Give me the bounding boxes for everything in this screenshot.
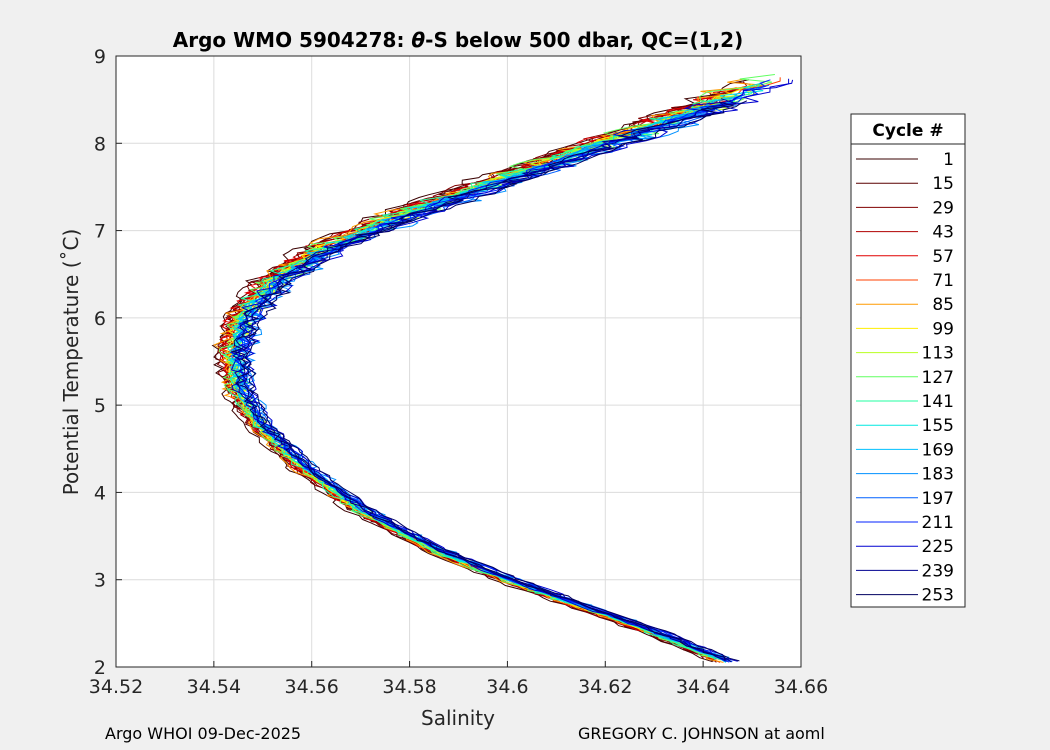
chart-title: Argo WMO 5904278: θ-S below 500 dbar, QC… bbox=[173, 28, 743, 52]
x-tick-label: 34.58 bbox=[382, 676, 436, 698]
y-tick-label: 6 bbox=[94, 308, 106, 330]
legend-label-225: 225 bbox=[922, 537, 954, 557]
legend-label-71: 71 bbox=[932, 271, 954, 291]
legend-title: Cycle # bbox=[872, 121, 943, 141]
legend-box bbox=[850, 113, 966, 608]
legend-entries: 1 15 29 43 57 71 85 99 113 127 141 155 169 183 197 211 2… bbox=[856, 150, 954, 606]
legend-label-15: 15 bbox=[932, 174, 954, 194]
x-tick-label: 34.64 bbox=[676, 676, 730, 698]
legend-label-141: 141 bbox=[922, 392, 954, 412]
x-tick-label: 34.66 bbox=[774, 676, 828, 698]
x-tick-label: 34.6 bbox=[486, 676, 528, 698]
plot-area bbox=[116, 56, 801, 667]
legend-label-29: 29 bbox=[932, 198, 954, 218]
y-axis-label: Potential Temperature (˚C) bbox=[59, 229, 83, 496]
legend: Cycle # 1 15 29 43 57 71 85 99 113 127 141 155 169 18… bbox=[850, 113, 966, 608]
legend-label-169: 169 bbox=[922, 440, 954, 460]
y-tick-label: 8 bbox=[94, 133, 106, 155]
legend-label-155: 155 bbox=[922, 416, 954, 436]
y-tick-labels: 2 3 4 5 6 7 8 9 bbox=[94, 46, 122, 679]
legend-label-57: 57 bbox=[932, 247, 954, 267]
x-tick-labels: 34.52 34.54 34.56 34.58 34.6 34.62 34.64 34.66 bbox=[89, 661, 828, 698]
legend-label-253: 253 bbox=[922, 586, 954, 606]
profile-line bbox=[232, 98, 737, 661]
legend-label-113: 113 bbox=[922, 344, 954, 364]
y-tick-label: 7 bbox=[94, 221, 106, 243]
profile-line bbox=[213, 79, 764, 663]
y-tick-label: 3 bbox=[94, 570, 106, 592]
y-tick-label: 2 bbox=[94, 657, 106, 679]
legend-label-99: 99 bbox=[932, 319, 954, 339]
profile-line bbox=[221, 98, 717, 661]
legend-label-183: 183 bbox=[922, 465, 954, 485]
title-suffix: -S below 500 dbar, QC=(1,2) bbox=[425, 28, 743, 52]
profile-line bbox=[230, 101, 734, 661]
legend-label-85: 85 bbox=[932, 295, 954, 315]
y-tick-label: 9 bbox=[94, 46, 106, 68]
footer-source: Argo WHOI 09-Dec-2025 bbox=[105, 724, 302, 743]
x-tick-label: 34.54 bbox=[187, 676, 241, 698]
legend-label-1: 1 bbox=[943, 150, 954, 170]
grid-lines bbox=[115, 55, 802, 668]
footer-author: GREGORY C. JOHNSON at aoml bbox=[578, 724, 825, 743]
legend-label-197: 197 bbox=[922, 489, 954, 509]
x-tick-label: 34.52 bbox=[89, 676, 143, 698]
x-tick-label: 34.56 bbox=[285, 676, 339, 698]
legend-label-211: 211 bbox=[922, 513, 954, 533]
plot-frame bbox=[115, 55, 802, 668]
x-tick-label: 34.62 bbox=[578, 676, 632, 698]
x-axis-label: Salinity bbox=[421, 706, 495, 730]
legend-label-43: 43 bbox=[932, 223, 954, 243]
legend-label-127: 127 bbox=[922, 368, 954, 388]
title-theta: θ bbox=[411, 28, 425, 52]
y-tick-label: 5 bbox=[94, 395, 106, 417]
legend-label-239: 239 bbox=[922, 561, 954, 581]
y-tick-label: 4 bbox=[94, 482, 106, 504]
title-prefix: Argo WMO 5904278: bbox=[173, 28, 412, 52]
profile-lines bbox=[211, 74, 794, 663]
profile-line bbox=[244, 100, 748, 662]
